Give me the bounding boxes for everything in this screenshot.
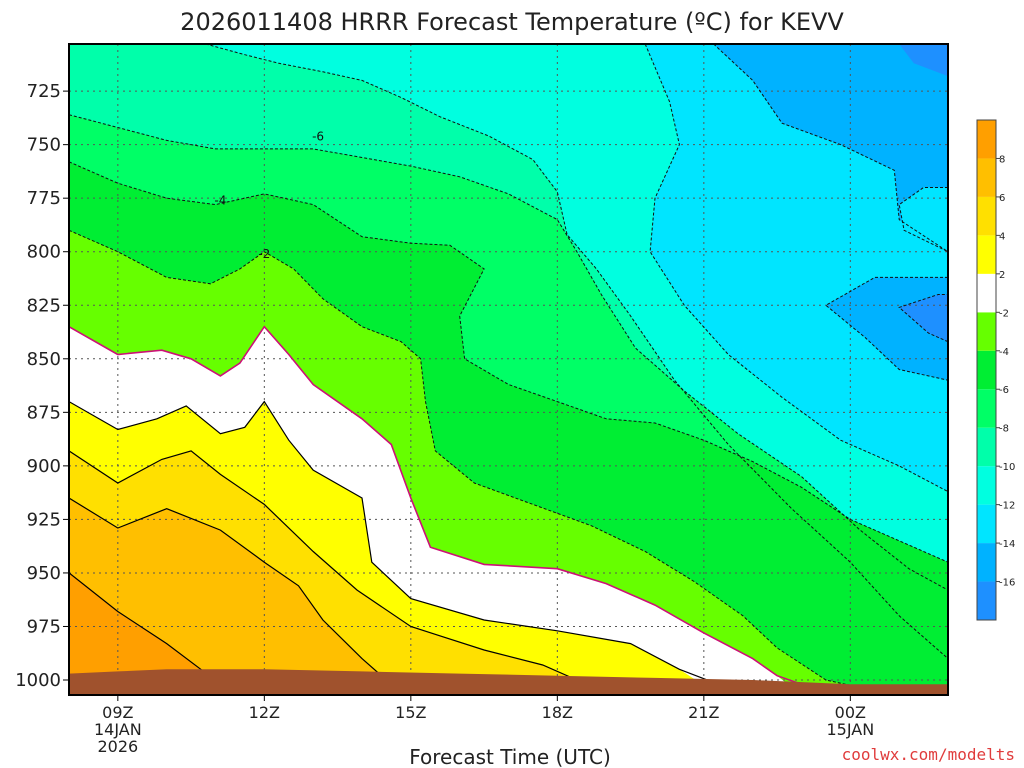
cold-region-2 (899, 187, 948, 252)
plot-frame (68, 43, 949, 696)
y-tick-label-10: 975 (27, 616, 61, 637)
colorbar-label-2: -12 (999, 501, 1015, 512)
dashed-contour-5 (713, 44, 948, 253)
ground-fill (69, 669, 948, 695)
y-tick-label-8: 925 (27, 509, 61, 530)
colorbar-swatch-0 (977, 581, 996, 620)
cold-regions (645, 44, 948, 492)
colorbar-label-8: 2 (999, 270, 1005, 281)
dashed-contour-0 (205, 44, 948, 659)
colorbar-label-0: -16 (999, 578, 1015, 589)
colorbar-label-3: -10 (999, 462, 1015, 473)
colorbar-swatch-7 (977, 312, 996, 351)
y-tick-label-9: 950 (27, 563, 61, 584)
solid-contour-0 (69, 325, 802, 686)
x-tick-label-3-0: 18Z (542, 703, 573, 722)
colorbar: -16 -14 -12 -10 -8 -6 -4 -2 2 4 6 8 (976, 119, 1015, 621)
colorbar-swatch-2 (977, 504, 996, 544)
colorbar-label-5: -6 (999, 385, 1009, 396)
colorbar-swatch-4 (977, 427, 996, 467)
colorbar-label-7: -2 (999, 308, 1009, 319)
x-axis-label: Forecast Time (UTC) (409, 745, 611, 768)
x-tick-label-5-0: 00Z (835, 703, 866, 722)
x-tick-label-2-0: 15Z (395, 703, 426, 722)
contour-labels: -6 -4 -2 (214, 129, 324, 261)
contour-label-1: -4 (214, 194, 226, 208)
colorbar-swatch-9 (977, 235, 996, 274)
dashed-contour-3 (69, 229, 866, 690)
dashed-contours (69, 44, 948, 690)
x-tick-label-4-0: 21Z (688, 703, 719, 722)
dashed-contour-1 (69, 114, 948, 591)
y-axis-ticks: 725 750 775 800 825 850 875 900 925 950 975 1000 (15, 81, 69, 691)
colorbar-swatch-6 (977, 350, 996, 390)
y-tick-label-11: 1000 (15, 670, 61, 691)
colorbar-swatch-5 (977, 389, 996, 428)
cold-region-4 (899, 294, 948, 342)
cold-region-3 (899, 44, 948, 77)
colorbar-label-10: 6 (999, 193, 1005, 204)
x-tick-label-0-1: 14JAN (94, 720, 142, 739)
dashed-contour-7 (825, 276, 948, 381)
dashed-contour-8 (898, 294, 948, 343)
y-tick-label-7: 900 (27, 456, 61, 477)
y-tick-label-3: 800 (27, 242, 61, 263)
colorbar-swatch-10 (977, 196, 996, 236)
x-tick-label-5-1: 15JAN (826, 720, 874, 739)
colorbar-label-4: -8 (999, 424, 1009, 435)
temp-band-9 (69, 572, 226, 695)
colorbar-label-9: 4 (999, 231, 1005, 242)
colorbar-label-11: 8 (999, 154, 1005, 165)
solid-contour-1 (69, 400, 719, 685)
cold-region-1 (713, 44, 948, 381)
y-tick-label-0: 725 (27, 81, 61, 102)
dashed-contour-2 (69, 161, 948, 563)
y-tick-label-6: 875 (27, 402, 61, 423)
solid-contour-2 (69, 450, 578, 681)
dashed-contour-6 (898, 187, 948, 253)
y-tick-label-1: 750 (27, 135, 61, 156)
x-tick-label-0-0: 09Z (102, 703, 133, 722)
colorbar-swatch-8 (977, 273, 996, 313)
colorbar-swatch-12 (977, 120, 996, 159)
y-tick-label-4: 825 (27, 295, 61, 316)
dashed-contour-4 (644, 44, 948, 493)
y-tick-label-5: 850 (27, 349, 61, 370)
colorbar-label-6: -4 (999, 347, 1009, 358)
colorbar-swatch-1 (977, 543, 996, 582)
contour-label-0: -6 (312, 129, 324, 143)
ground-area (69, 669, 948, 695)
x-tick-label-1-0: 12Z (249, 703, 280, 722)
colorbar-label-1: -14 (999, 539, 1015, 550)
colorbar-frame (976, 119, 997, 621)
colorbar-swatch-3 (977, 466, 996, 505)
contour-label-2: -2 (258, 247, 270, 261)
credit-link[interactable]: coolwx.com/modelts (842, 745, 1015, 764)
x-tick-label-0-2: 2026 (97, 737, 138, 756)
chart-title: 2026011408 HRRR Forecast Temperature (ºC… (180, 8, 844, 36)
grid-lines (69, 44, 948, 695)
solid-contour-3 (69, 497, 387, 681)
plot-area: -6 -4 -2 (69, 44, 948, 695)
y-tick-label-2: 775 (27, 188, 61, 209)
colorbar-swatch-11 (977, 158, 996, 197)
